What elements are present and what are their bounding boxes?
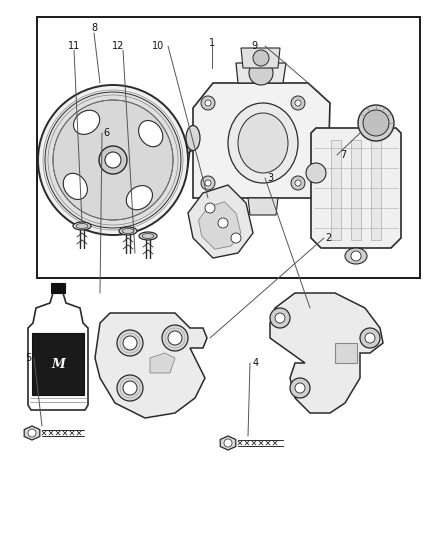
Polygon shape: [198, 202, 241, 249]
Circle shape: [363, 110, 389, 136]
Circle shape: [105, 152, 121, 168]
Ellipse shape: [122, 229, 134, 233]
Circle shape: [290, 378, 310, 398]
Circle shape: [360, 328, 380, 348]
Ellipse shape: [73, 222, 91, 230]
Text: 9: 9: [251, 41, 257, 51]
Circle shape: [365, 333, 375, 343]
Polygon shape: [188, 185, 253, 258]
Circle shape: [249, 61, 273, 85]
Circle shape: [295, 180, 301, 186]
Circle shape: [117, 375, 143, 401]
Text: 6: 6: [103, 128, 109, 138]
Circle shape: [270, 308, 290, 328]
Text: 5: 5: [25, 353, 31, 363]
Circle shape: [38, 85, 188, 235]
Text: 12: 12: [112, 41, 124, 51]
Circle shape: [117, 330, 143, 356]
Circle shape: [205, 100, 211, 106]
Bar: [51, 283, 65, 293]
Circle shape: [28, 429, 36, 437]
Circle shape: [295, 100, 301, 106]
Text: 3: 3: [267, 173, 273, 183]
Circle shape: [224, 439, 232, 447]
Text: 7: 7: [340, 150, 346, 160]
Circle shape: [205, 203, 215, 213]
Text: 4: 4: [253, 358, 259, 368]
Polygon shape: [270, 293, 383, 413]
Circle shape: [201, 176, 215, 190]
Circle shape: [53, 100, 173, 220]
Circle shape: [253, 50, 269, 66]
Polygon shape: [220, 436, 236, 450]
Ellipse shape: [139, 232, 157, 240]
Ellipse shape: [186, 125, 200, 150]
Bar: [335, 343, 357, 363]
Polygon shape: [95, 313, 207, 418]
Polygon shape: [150, 353, 175, 373]
Text: M: M: [51, 358, 65, 370]
Ellipse shape: [138, 120, 163, 147]
Circle shape: [306, 163, 326, 183]
Ellipse shape: [126, 185, 152, 210]
Polygon shape: [248, 198, 278, 215]
Circle shape: [162, 325, 188, 351]
Circle shape: [205, 180, 211, 186]
Polygon shape: [193, 83, 330, 198]
Ellipse shape: [345, 248, 367, 264]
Circle shape: [201, 96, 215, 110]
Ellipse shape: [228, 103, 298, 183]
Polygon shape: [311, 128, 401, 248]
Circle shape: [358, 105, 394, 141]
Ellipse shape: [63, 173, 88, 199]
Circle shape: [168, 331, 182, 345]
Bar: [371, 140, 381, 240]
Circle shape: [99, 146, 127, 174]
Bar: [32, 334, 84, 395]
Ellipse shape: [74, 110, 100, 134]
Circle shape: [45, 92, 181, 228]
Polygon shape: [28, 293, 88, 410]
Circle shape: [351, 251, 361, 261]
Circle shape: [218, 218, 228, 228]
Circle shape: [295, 383, 305, 393]
Polygon shape: [241, 48, 280, 68]
Text: 1: 1: [209, 38, 215, 48]
Bar: [37, 17, 420, 278]
Circle shape: [123, 381, 137, 395]
Text: 10: 10: [152, 41, 164, 51]
Ellipse shape: [238, 113, 288, 173]
Text: 11: 11: [68, 41, 80, 51]
Text: 2: 2: [325, 233, 331, 243]
Circle shape: [231, 233, 241, 243]
Text: 8: 8: [91, 23, 97, 33]
Bar: [351, 140, 361, 240]
Circle shape: [275, 313, 285, 323]
Bar: [331, 140, 341, 240]
Ellipse shape: [119, 227, 137, 235]
Ellipse shape: [76, 223, 88, 229]
Circle shape: [291, 176, 305, 190]
Polygon shape: [236, 63, 286, 83]
Circle shape: [123, 336, 137, 350]
Circle shape: [291, 96, 305, 110]
Polygon shape: [24, 426, 40, 440]
Ellipse shape: [142, 233, 154, 238]
